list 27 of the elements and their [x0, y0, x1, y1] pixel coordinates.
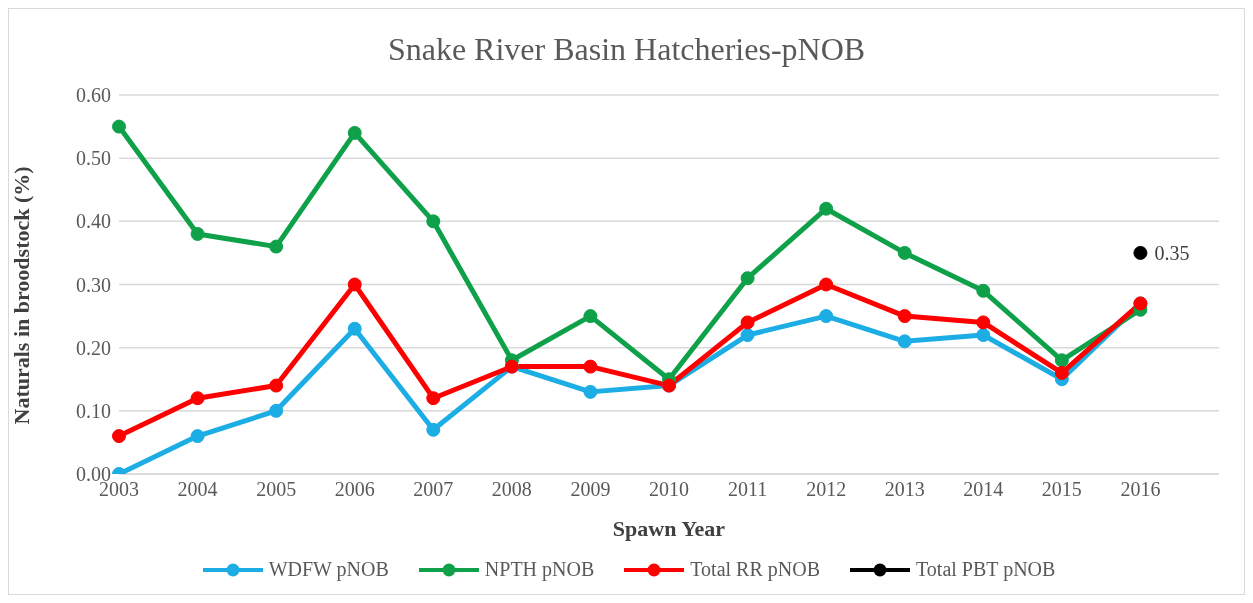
x-tick-label: 2007 [413, 478, 454, 501]
x-tick-label: 2005 [256, 478, 297, 501]
y-tick-label: 0.30 [76, 273, 111, 296]
x-tick-label: 2009 [570, 478, 611, 501]
x-axis-title: Spawn Year [612, 516, 726, 541]
x-tick-label: 2010 [649, 478, 689, 501]
legend-label: WDFW pNOB [268, 558, 389, 581]
legend-label: Total PBT pNOB [916, 558, 1056, 581]
x-tick-label: 2012 [806, 478, 847, 501]
x-tick-label: 2006 [334, 478, 375, 501]
x-tick-label: 2016 [1120, 478, 1161, 501]
x-tick-label: 2015 [1041, 478, 1082, 501]
y-axis-title: Naturals in broodstock (%) [8, 166, 34, 425]
x-tick-label: 2014 [963, 478, 1004, 501]
x-tick-label: 2004 [177, 478, 218, 501]
y-tick-label: 0.20 [76, 336, 111, 359]
y-tick-label: 0.10 [76, 399, 111, 422]
y-tick-label: 0.40 [76, 210, 111, 233]
x-tick-label: 2013 [884, 478, 925, 501]
legend-label: NPTH pNOB [484, 558, 595, 581]
data-label: 0.35 [1154, 241, 1190, 264]
chart-title: Snake River Basin Hatcheries-pNOB [386, 30, 867, 69]
x-tick-label: 2011 [727, 478, 768, 501]
x-tick-label: 2008 [491, 478, 532, 501]
y-tick-label: 0.60 [76, 84, 111, 107]
y-tick-label: 0.50 [76, 147, 111, 170]
legend-label: Total RR pNOB [690, 558, 820, 581]
